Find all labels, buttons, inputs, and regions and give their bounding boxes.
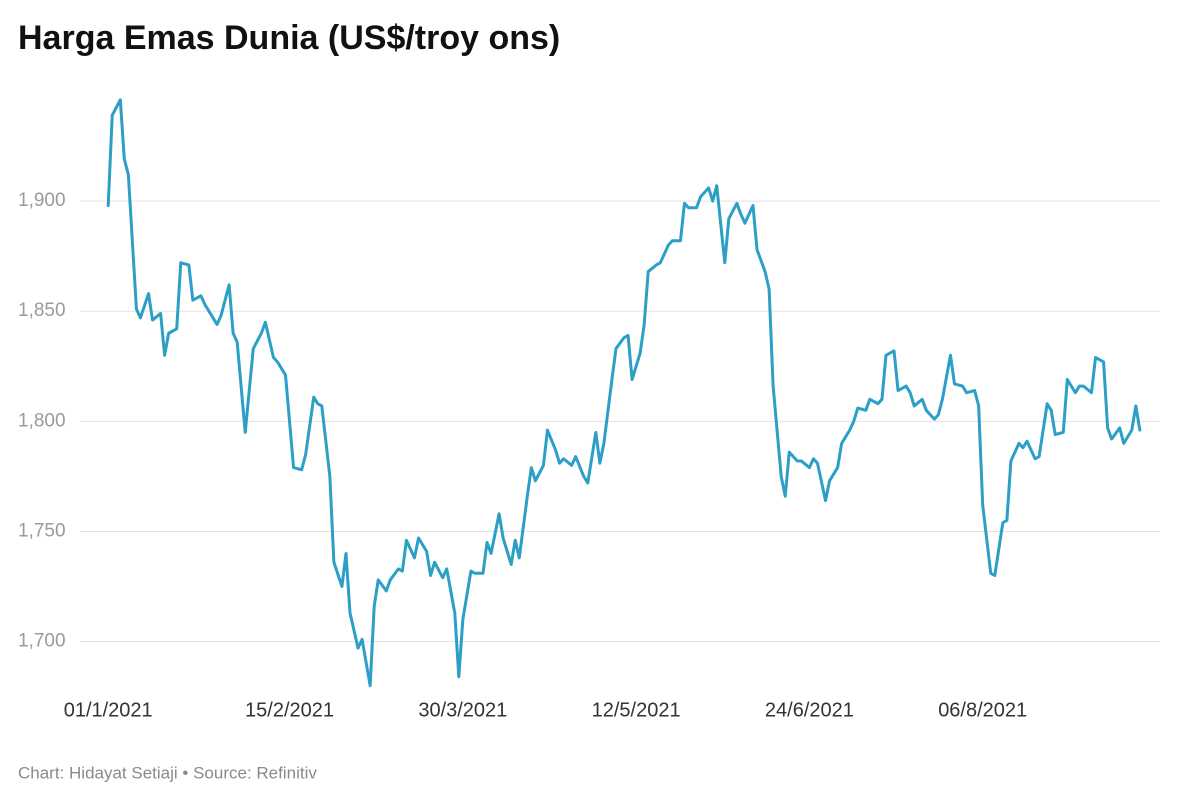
y-tick-label: 1,700	[18, 631, 66, 652]
source-note: Chart: Hidayat Setiaji • Source: Refinit…	[18, 763, 317, 782]
x-tick-label: 30/3/2021	[418, 699, 507, 721]
chart-title: Harga Emas Dunia (US$/troy ons)	[18, 19, 560, 57]
y-tick-label: 1,900	[18, 190, 66, 211]
y-tick-label: 1,850	[18, 300, 66, 321]
y-tick-label: 1,750	[18, 520, 66, 541]
x-tick-label: 24/6/2021	[765, 699, 854, 721]
x-tick-label: 12/5/2021	[592, 699, 681, 721]
price-line	[106, 98, 1142, 688]
y-tick-label: 1,800	[18, 410, 66, 431]
x-tick-label: 06/8/2021	[938, 699, 1027, 721]
x-tick-label: 15/2/2021	[245, 699, 334, 721]
x-tick-label: 01/1/2021	[64, 699, 153, 721]
